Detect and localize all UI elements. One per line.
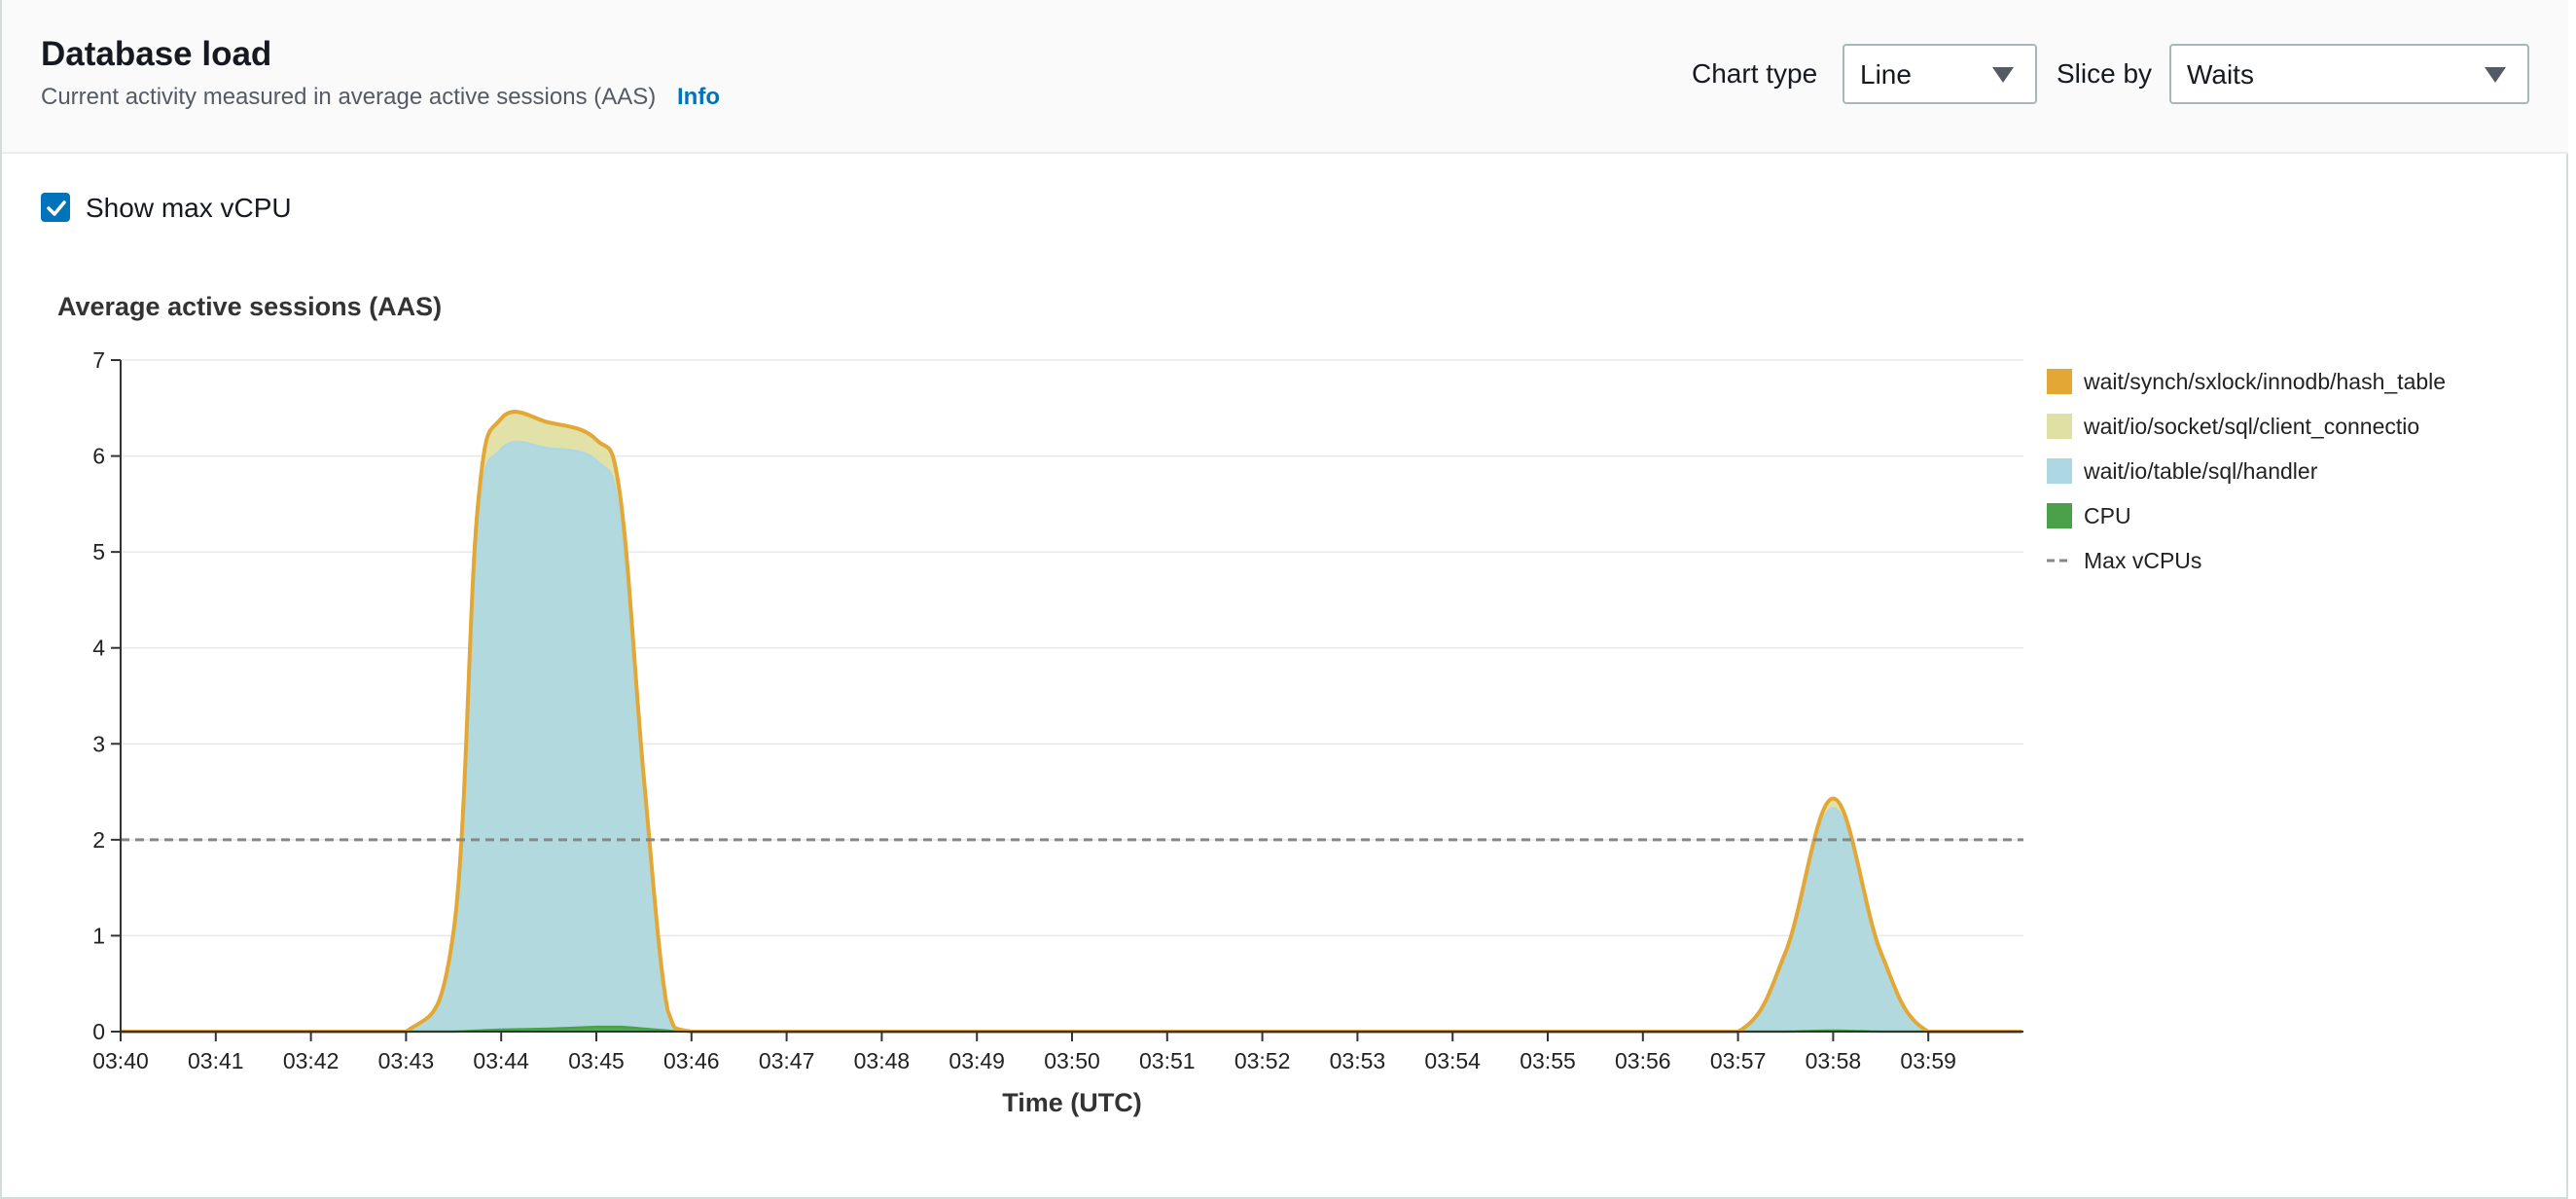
legend-swatch-wait-synch-sxlock-innodb-hash-table	[2047, 369, 2072, 394]
show-max-vcpu-checkbox[interactable]	[41, 193, 70, 222]
chart-type-value: Line	[1860, 59, 1912, 90]
slice-by-select[interactable]: Waits	[2169, 44, 2529, 104]
line-wait-synch-sxlock-innodb-hash-table	[121, 410, 2022, 1034]
x-tick-label: 03:40	[92, 1048, 149, 1073]
aas-chart: Average active sessions (AAS) 0 1 2 3 4 5 6 7 03…	[57, 292, 2446, 1117]
y-tick-label: 4	[92, 636, 105, 661]
panel-title: Database load	[41, 35, 272, 73]
x-tick-label: 03:49	[948, 1048, 1005, 1073]
chart-type-select[interactable]: Line	[1843, 44, 2037, 104]
x-tick-label: 03:53	[1330, 1048, 1386, 1073]
x-tick-label: 03:58	[1806, 1048, 1862, 1073]
x-tick-label: 03:42	[283, 1048, 340, 1073]
checkmark-icon	[47, 200, 66, 216]
show-max-vcpu-label: Show max vCPU	[86, 193, 292, 223]
legend-label: CPU	[2084, 503, 2131, 528]
x-tick-label: 03:59	[1900, 1048, 1956, 1073]
chart-axes: 0 1 2 3 4 5 6 7 03:40 03:41 03:42 03:43 03:44 03:45 03…	[92, 347, 2023, 1073]
x-tick-label: 03:54	[1424, 1048, 1481, 1073]
chart-gridlines	[121, 359, 2023, 937]
legend-swatch-wait-io-socket-sql-client-connectio	[2047, 414, 2072, 439]
x-tick-label: 03:43	[378, 1048, 435, 1073]
x-tick-label: 03:44	[473, 1048, 529, 1073]
area-wait-io-socket-sql-client-connectio	[121, 413, 2022, 1032]
legend-label: wait/io/table/sql/handler	[2083, 458, 2318, 484]
chart-title: Average active sessions (AAS)	[57, 292, 442, 321]
x-tick-label: 03:51	[1139, 1048, 1196, 1073]
x-tick-label: 03:55	[1520, 1048, 1576, 1073]
line-wait-io-socket-sql-client-connectio	[121, 412, 2022, 1034]
x-tick-label: 03:50	[1044, 1048, 1100, 1073]
y-tick-label: 1	[92, 923, 105, 948]
info-link[interactable]: Info	[677, 84, 720, 110]
x-tick-label: 03:45	[568, 1048, 625, 1073]
caret-down-icon	[2485, 67, 2506, 83]
chart-type-label: Chart type	[1692, 58, 1818, 89]
x-tick-label: 03:47	[759, 1048, 815, 1073]
x-tick-label: 03:46	[663, 1048, 720, 1073]
slice-by-label: Slice by	[2057, 58, 2153, 89]
y-tick-label: 2	[92, 827, 105, 853]
y-tick-label: 6	[92, 444, 105, 469]
x-tick-label: 03:56	[1615, 1048, 1671, 1073]
chart-series-lines	[121, 410, 2023, 1034]
area-wait-synch-sxlock-innodb-hash-table	[121, 412, 2022, 1032]
x-tick-label: 03:48	[854, 1048, 911, 1073]
area-wait-io-table-sql-handler	[121, 442, 2022, 1032]
panel-header: Database load Current activity measured …	[2, 0, 2568, 154]
legend-label: Max vCPUs	[2084, 548, 2201, 573]
x-tick-label: 03:41	[188, 1048, 244, 1073]
caret-down-icon	[1992, 67, 2014, 83]
legend-swatch-wait-io-table-sql-handler	[2047, 458, 2072, 484]
line-wait-io-table-sql-handler	[121, 440, 2022, 1034]
x-axis-title: Time (UTC)	[1002, 1088, 1142, 1117]
slice-by-value: Waits	[2187, 59, 2254, 90]
y-tick-label: 3	[92, 731, 105, 756]
legend-swatch-cpu	[2047, 503, 2072, 528]
legend-label: wait/io/socket/sql/client_connectio	[2083, 414, 2419, 439]
y-tick-label: 5	[92, 539, 105, 564]
panel-subtitle: Current activity measured in average act…	[41, 84, 657, 110]
chart-series-areas	[121, 412, 2022, 1032]
chart-legend[interactable]: wait/synch/sxlock/innodb/hash_table wait/…	[2047, 369, 2446, 573]
y-tick-label: 7	[92, 347, 105, 373]
x-tick-label: 03:52	[1234, 1048, 1291, 1073]
legend-label: wait/synch/sxlock/innodb/hash_table	[2083, 369, 2446, 394]
y-tick-label: 0	[92, 1019, 105, 1044]
x-tick-label: 03:57	[1710, 1048, 1767, 1073]
